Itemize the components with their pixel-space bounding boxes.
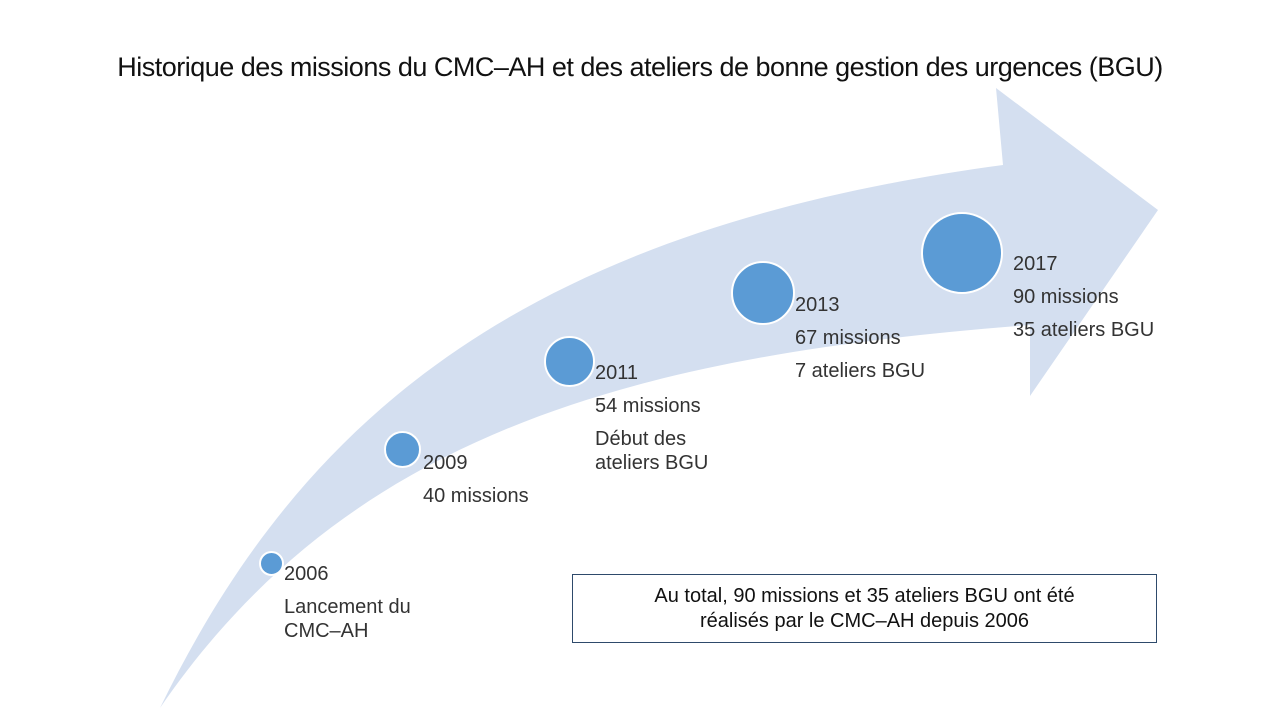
milestone-2009: 2009 40 missions [423, 451, 529, 517]
milestone-2017: 2017 90 missions 35 ateliers BGU [1013, 252, 1154, 351]
milestone-dot-2006 [259, 551, 284, 576]
slide-title: Historique des missions du CMC–AH et des… [117, 52, 1163, 82]
milestone-year: 2013 [795, 294, 840, 316]
milestone-year: 2011 [595, 362, 639, 384]
milestone-2006: 2006 Lancement du CMC–AH [284, 562, 434, 652]
milestone-detail: 90 missions [1013, 286, 1119, 308]
summary-line-1: Au total, 90 missions et 35 ateliers BGU… [654, 584, 1075, 607]
summary-box: Au total, 90 missions et 35 ateliers BGU… [572, 574, 1157, 643]
milestone-detail: Début des ateliers BGU [595, 428, 709, 474]
summary-line-2: réalisés par le CMC–AH depuis 2006 [699, 609, 1030, 632]
milestone-detail: 54 missions [595, 395, 701, 417]
milestone-year: 2017 [1013, 253, 1058, 275]
milestone-2011: 2011 54 missions Début des ateliers BGU [595, 361, 745, 484]
milestone-year: 2009 [423, 452, 468, 474]
milestone-dot-2013 [731, 261, 795, 325]
milestone-detail: 40 missions [423, 485, 529, 507]
milestone-year: 2006 [284, 563, 329, 585]
milestone-2013: 2013 67 missions 7 ateliers BGU [795, 293, 925, 392]
milestone-detail: Lancement du CMC–AH [284, 596, 411, 642]
arrow-body [160, 88, 1158, 708]
milestone-detail: 7 ateliers BGU [795, 360, 926, 382]
milestone-dot-2017 [921, 212, 1003, 294]
milestone-dot-2011 [544, 336, 595, 387]
milestone-dot-2009 [384, 431, 421, 468]
milestone-detail: 35 ateliers BGU [1013, 319, 1155, 341]
milestone-detail: 67 missions [795, 327, 901, 349]
summary-text: Au total, 90 missions et 35 ateliers BGU… [654, 584, 1074, 634]
